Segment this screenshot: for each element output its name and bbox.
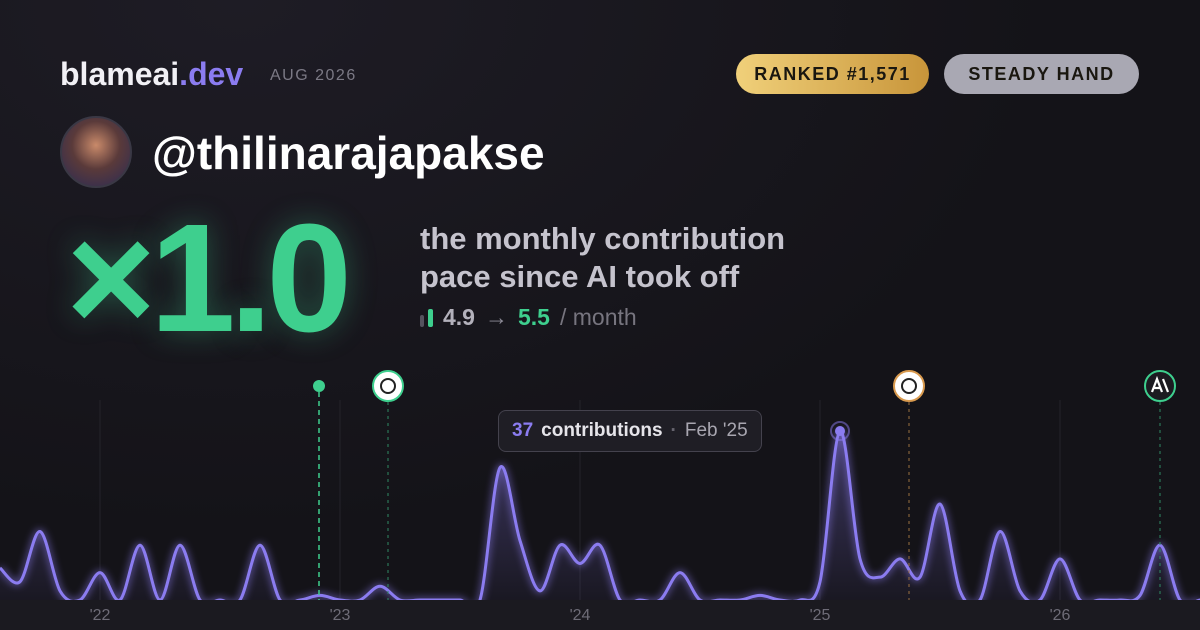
x-tick-label: '23 [330,607,351,624]
x-tick-label: '26 [1050,607,1071,624]
event-icon-glyph [1150,375,1170,393]
events [313,370,1176,600]
x-tick-label: '22 [90,607,111,624]
pace-icon [420,308,433,327]
line [0,429,1200,600]
tooltip-label: contributions [541,420,663,441]
series [0,429,1200,600]
title-badge: STEADY HAND [944,54,1139,94]
tooltip-sep: · [670,420,677,441]
tooltip: 37 contributions · Feb '25 [498,410,762,452]
description-line: the monthly contribution [420,221,786,256]
highlight-ring [830,421,850,441]
rank-badge: RANKED #1,571 [736,54,929,94]
event-icon [372,370,404,402]
brand: blameai.dev [60,56,243,93]
brand-tld: .dev [179,56,244,92]
axis-band [0,600,1200,630]
period: AUG 2026 [270,67,357,84]
pace-before: 4.9 [443,304,475,330]
pace-unit: / month [559,304,637,330]
brand-name: blameai [60,56,180,92]
tooltip-date: Feb '25 [684,420,748,441]
multiplier: ×1.0 [66,192,352,364]
event-icon-glyph [901,378,917,394]
handle: @thilinarajapakse [152,127,545,179]
pace-arrow: → [484,304,508,330]
x-tick-label: '25 [810,607,831,624]
event-icon-glyph [380,378,396,394]
description: the monthly contribution pace since AI to… [420,220,785,296]
avatar [60,116,132,188]
highlight-dot [835,426,845,436]
description-line: pace since AI took off [420,259,740,294]
area [0,430,1200,600]
event-dot [313,380,325,392]
tooltip-value: 37 [512,420,534,441]
x-tick-label: '24 [570,607,591,624]
event-icon [893,370,925,402]
pace: 4.9 → 5.5 / month [420,304,637,331]
pace-after: 5.5 [517,304,550,330]
